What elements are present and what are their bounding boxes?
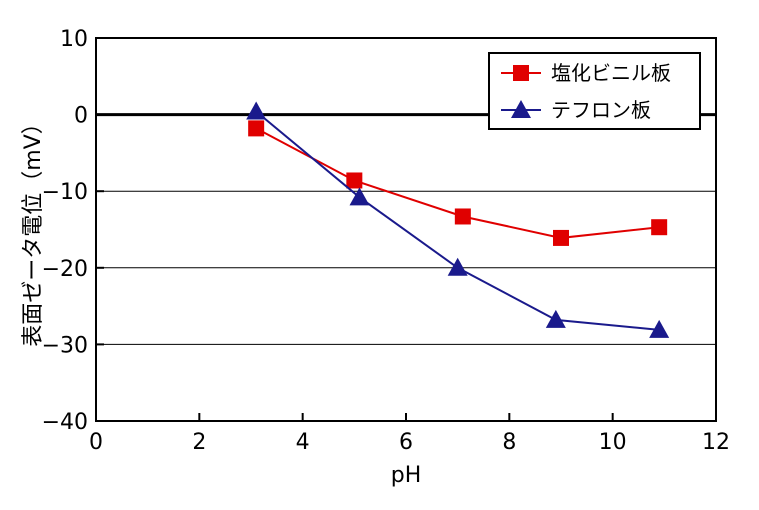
axis-ticks: 0 2 4 6 8 10 12 10 0 −10 −20 −30 −40 <box>42 27 730 455</box>
series-0 <box>248 120 668 246</box>
legend-label-teflon: テフロン板 <box>551 98 651 122</box>
x-tick-label: 4 <box>296 430 310 455</box>
x-tick-label: 0 <box>89 430 103 455</box>
x-tick-label: 8 <box>502 430 516 455</box>
series-layer <box>246 101 670 338</box>
legend-label-pvc: 塩化ビニル板 <box>551 61 671 85</box>
triangle-point <box>246 101 267 120</box>
x-tick-label: 6 <box>399 430 413 455</box>
square-point <box>248 120 265 137</box>
x-tick-label: 10 <box>599 430 627 455</box>
x-tick-label: 2 <box>192 430 206 455</box>
y-tick-label: −10 <box>42 180 88 205</box>
y-tick-label: −40 <box>42 410 88 435</box>
legend-triangle-marker <box>511 100 531 118</box>
triangle-point <box>545 309 566 328</box>
square-point <box>553 229 569 246</box>
triangle-point <box>447 257 468 276</box>
legend-square-marker <box>513 65 529 81</box>
y-tick-label: 10 <box>60 27 88 52</box>
legend: 塩化ビニル板 テフロン板 <box>488 52 701 130</box>
triangle-point <box>349 187 370 206</box>
y-tick-label: 0 <box>74 104 88 129</box>
square-point <box>454 208 471 225</box>
y-tick-label: −30 <box>42 333 88 358</box>
series-1 <box>246 101 670 338</box>
square-point <box>651 219 668 236</box>
square-point <box>346 172 363 189</box>
y-axis-title: 表面ゼータ電位（mV） <box>21 112 46 346</box>
triangle-point <box>649 319 670 338</box>
x-tick-label: 12 <box>702 430 730 455</box>
x-axis-title: pH <box>391 463 422 488</box>
y-tick-label: −20 <box>42 257 88 282</box>
